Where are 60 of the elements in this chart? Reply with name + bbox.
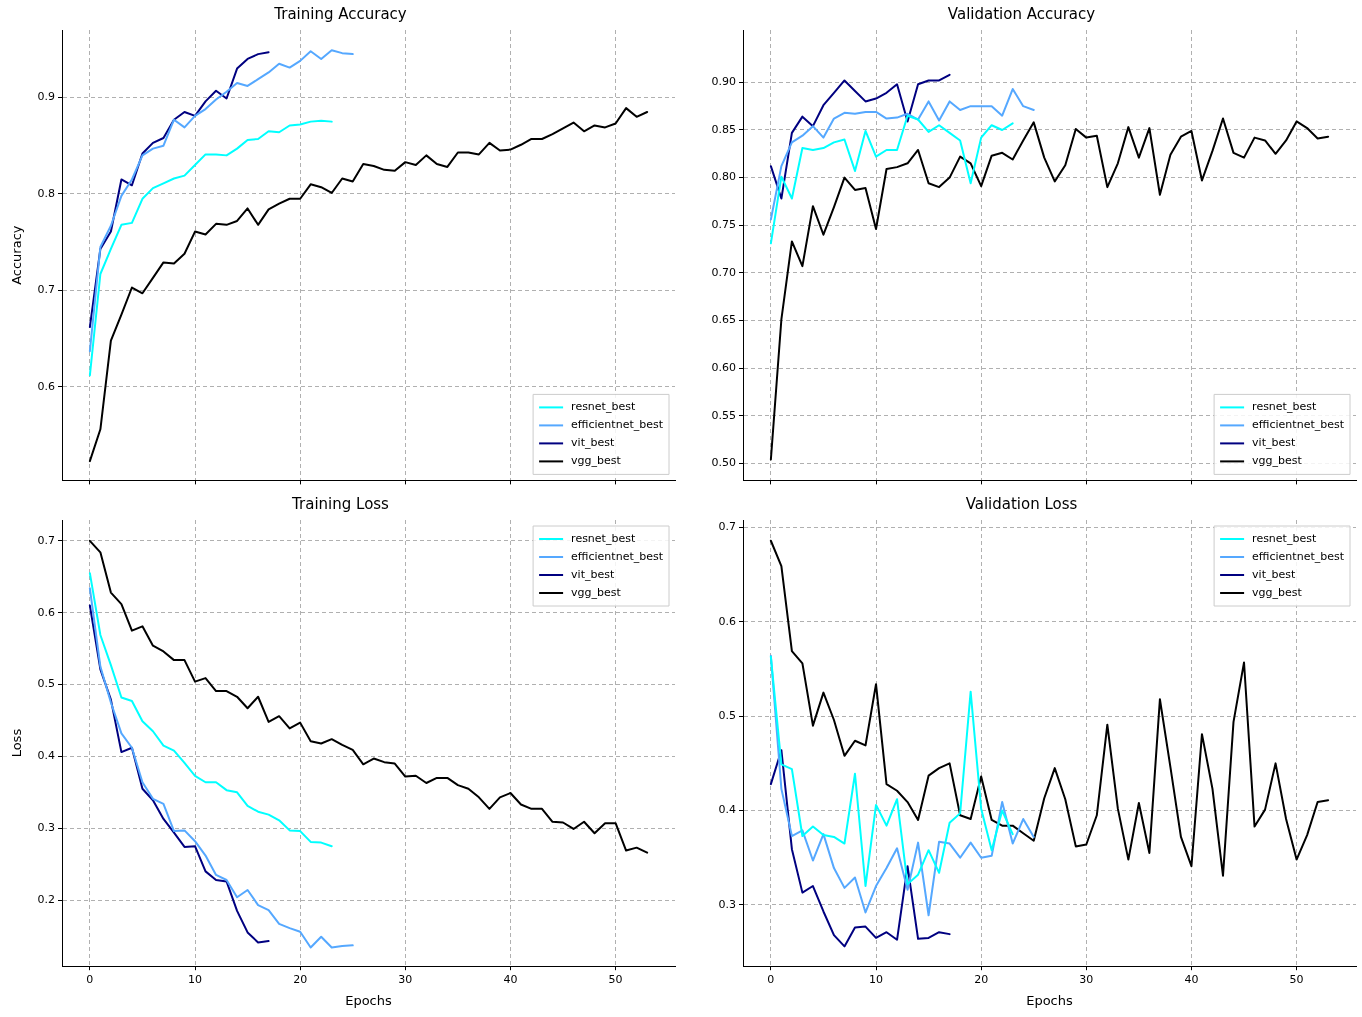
chart-title: Training Loss bbox=[291, 494, 390, 513]
legend-label: vgg_best bbox=[571, 585, 622, 599]
legend-label: resnet_best bbox=[1252, 531, 1317, 545]
x-tick-label: 40 bbox=[1184, 972, 1199, 986]
y-tick-label: 0.7 bbox=[37, 533, 55, 547]
y-tick-label: 0.4 bbox=[37, 749, 55, 763]
y-tick-label: 0.60 bbox=[711, 360, 736, 374]
legend-label: efficientnet_best bbox=[571, 549, 664, 563]
chart-title: Validation Accuracy bbox=[947, 4, 1096, 23]
x-tick-label: 20 bbox=[293, 972, 308, 986]
legend-label: efficientnet_best bbox=[1252, 549, 1345, 563]
legend-label: efficientnet_best bbox=[571, 418, 664, 432]
y-tick-label: 0.6 bbox=[718, 614, 736, 628]
x-tick-label: 10 bbox=[188, 972, 203, 986]
y-axis-title: Loss bbox=[9, 728, 25, 758]
x-tick-label: 30 bbox=[398, 972, 413, 986]
legend-label: vit_best bbox=[1252, 567, 1296, 581]
chart-title: Training Accuracy bbox=[273, 4, 407, 23]
legend-label: resnet_best bbox=[1252, 400, 1317, 414]
y-tick-label: 0.50 bbox=[711, 456, 736, 470]
y-tick-label: 0.7 bbox=[718, 520, 736, 534]
legend-label: resnet_best bbox=[571, 531, 636, 545]
x-tick-label: 30 bbox=[1079, 972, 1094, 986]
y-tick-label: 0.5 bbox=[718, 709, 736, 723]
y-axis-title: Accuracy bbox=[9, 225, 25, 285]
y-tick-label: 0.5 bbox=[37, 677, 55, 691]
y-tick-label: 0.55 bbox=[711, 408, 736, 422]
y-tick-label: 0.70 bbox=[711, 265, 736, 279]
y-tick-label: 0.85 bbox=[711, 122, 736, 136]
chart-title: Validation Loss bbox=[965, 494, 1078, 513]
y-tick-label: 0.8 bbox=[37, 186, 55, 200]
legend-label: vgg_best bbox=[571, 454, 622, 468]
y-tick-label: 0.9 bbox=[37, 90, 55, 104]
x-tick-label: 50 bbox=[608, 972, 623, 986]
x-tick-label: 0 bbox=[86, 972, 94, 986]
x-tick-label: 0 bbox=[767, 972, 775, 986]
legend-label: vit_best bbox=[571, 436, 615, 450]
x-tick-label: 40 bbox=[503, 972, 518, 986]
legend-label: efficientnet_best bbox=[1252, 418, 1345, 432]
y-tick-label: 0.7 bbox=[37, 283, 55, 297]
y-tick-label: 0.6 bbox=[37, 605, 55, 619]
y-tick-label: 0.80 bbox=[711, 170, 736, 184]
legend-label: vgg_best bbox=[1252, 585, 1303, 599]
y-tick-label: 0.65 bbox=[711, 313, 736, 327]
y-tick-label: 0.90 bbox=[711, 75, 736, 89]
y-tick-label: 0.75 bbox=[711, 218, 736, 232]
x-tick-label: 50 bbox=[1289, 972, 1304, 986]
x-axis-title: Epochs bbox=[1026, 992, 1074, 1008]
y-tick-label: 0.3 bbox=[718, 897, 736, 911]
legend-label: vit_best bbox=[1252, 436, 1296, 450]
y-tick-label: 0.2 bbox=[37, 892, 55, 906]
legend-label: vgg_best bbox=[1252, 454, 1303, 468]
y-tick-label: 0.6 bbox=[37, 379, 55, 393]
y-tick-label: 0.4 bbox=[718, 803, 736, 817]
x-tick-label: 10 bbox=[869, 972, 884, 986]
legend-label: vit_best bbox=[571, 567, 615, 581]
x-axis-title: Epochs bbox=[345, 992, 393, 1008]
y-tick-label: 0.3 bbox=[37, 821, 55, 835]
x-tick-label: 20 bbox=[974, 972, 989, 986]
legend-label: resnet_best bbox=[571, 400, 636, 414]
